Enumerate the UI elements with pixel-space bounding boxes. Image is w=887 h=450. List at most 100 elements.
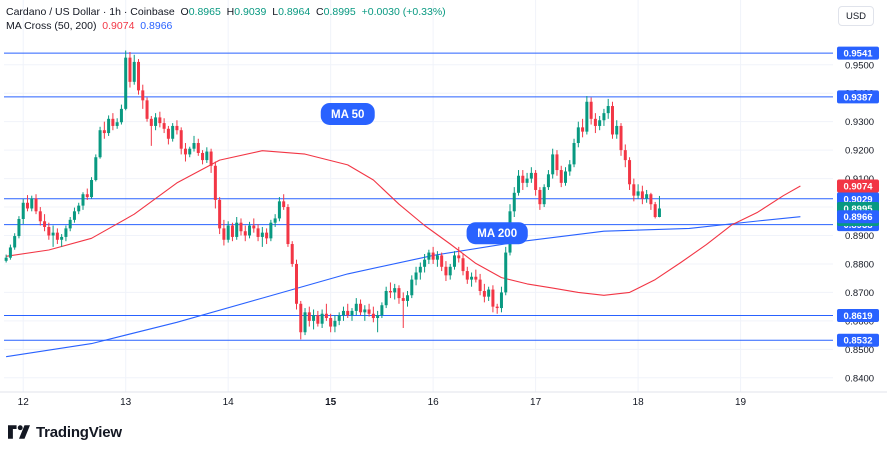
- candle-115: [495, 303, 499, 314]
- candle-body-142: [610, 106, 614, 135]
- time-tick-label-3: 15: [325, 397, 337, 408]
- candle-134: [576, 121, 580, 148]
- low-value: 0.8964: [278, 6, 311, 18]
- candle-49: [213, 161, 217, 209]
- candle-body-105: [452, 255, 456, 267]
- candle-137: [589, 97, 593, 125]
- candle-body-59: [256, 228, 260, 237]
- candle-44: [192, 135, 196, 152]
- candle-body-12: [55, 232, 59, 240]
- ma50-annotation-bg: [320, 102, 375, 125]
- price-axis[interactable]: 0.95000.94000.93000.92000.91000.90000.89…: [835, 0, 887, 392]
- indicator-name[interactable]: MA Cross (50, 200): [6, 20, 97, 32]
- candle-body-41: [179, 130, 183, 149]
- price-badge-2: 0.8966: [843, 212, 872, 223]
- candle-body-76: [329, 318, 333, 327]
- candle-138: [593, 113, 597, 134]
- candle-body-141: [606, 106, 610, 114]
- candle-body-69: [299, 303, 303, 333]
- candle-61: [265, 228, 269, 245]
- candle-39: [171, 123, 175, 142]
- candle-body-98: [423, 259, 427, 267]
- candle-151: [649, 192, 653, 210]
- candle-body-85: [367, 309, 371, 314]
- chart-grid: [4, 0, 833, 392]
- candle-31: [137, 59, 141, 95]
- ma50-value: 0.9074: [102, 20, 135, 32]
- price-tick-label-7: 0.8800: [845, 259, 874, 270]
- price-tick-label-6: 0.8900: [845, 231, 874, 242]
- candle-body-0: [4, 257, 8, 261]
- tradingview-logo-icon: [8, 425, 30, 439]
- candle-body-122: [525, 178, 529, 183]
- candle-body-44: [192, 143, 196, 149]
- candle-body-47: [205, 151, 209, 161]
- time-tick-label-1: 13: [120, 397, 132, 408]
- candle-body-73: [316, 315, 320, 324]
- tradingview-logo-text: TradingView: [36, 423, 122, 441]
- candle-116: [499, 286, 503, 313]
- candle-body-134: [576, 127, 580, 144]
- time-axis[interactable]: 12 13 14 15 16 17 18 19: [0, 391, 887, 408]
- candle-body-3: [17, 218, 21, 237]
- price-tick-label-8: 0.8700: [845, 288, 874, 299]
- candle-body-53: [230, 225, 234, 237]
- candle-74: [320, 309, 324, 328]
- candle-body-77: [333, 320, 337, 327]
- candle-52: [226, 221, 230, 243]
- candle-body-115: [495, 306, 499, 309]
- indicator-header[interactable]: MA Cross (50, 200) 0.9074 0.8966: [6, 20, 172, 32]
- candle-body-74: [320, 313, 324, 324]
- candle-108: [465, 266, 469, 284]
- candle-88: [380, 302, 384, 319]
- time-tick-label-2: 14: [223, 397, 235, 408]
- candle-body-120: [517, 175, 521, 193]
- candle-30: [132, 54, 136, 85]
- candle-20: [90, 177, 94, 199]
- candle-body-100: [431, 252, 435, 260]
- candle-125: [538, 187, 542, 210]
- time-tick-label-5: 17: [530, 397, 542, 408]
- ma200-value: 0.8966: [140, 20, 173, 32]
- price-badge-0: 0.9074: [843, 181, 873, 192]
- candle-84: [363, 305, 367, 321]
- candle-117: [504, 246, 508, 296]
- candle-body-126: [542, 187, 546, 205]
- currency-button[interactable]: USD: [838, 6, 874, 26]
- candle-89: [384, 286, 388, 309]
- candle-143: [615, 120, 619, 139]
- candle-36: [158, 111, 162, 128]
- candle-body-34: [149, 118, 153, 126]
- candle-body-129: [555, 154, 559, 171]
- tradingview-logo[interactable]: TradingView: [8, 422, 122, 442]
- candle-2: [13, 233, 17, 250]
- candle-body-28: [124, 57, 128, 109]
- candle-body-95: [410, 279, 414, 296]
- candle-body-8: [38, 211, 42, 222]
- candle-body-30: [132, 61, 136, 82]
- candle-91: [393, 283, 397, 300]
- candle-body-145: [623, 150, 627, 161]
- candle-78: [337, 312, 341, 326]
- level-badge-2: 0.9029: [843, 194, 872, 205]
- candle-body-150: [645, 194, 649, 199]
- candle-43: [188, 146, 192, 158]
- candle-body-136: [585, 101, 589, 132]
- price-badge-2-bg: [837, 210, 879, 224]
- candle-body-7: [34, 198, 38, 212]
- candle-body-149: [640, 191, 644, 199]
- candle-110: [474, 269, 478, 283]
- candle-86: [371, 306, 375, 323]
- candle-body-45: [196, 143, 200, 153]
- candle-body-5: [25, 202, 29, 209]
- candle-56: [243, 225, 247, 242]
- candle-body-51: [222, 228, 226, 240]
- candle-body-21: [94, 157, 98, 181]
- price-tick-label-2: 0.9300: [845, 117, 874, 128]
- candle-146: [628, 157, 632, 190]
- candle-body-22: [98, 130, 102, 158]
- candle-90: [388, 282, 392, 299]
- candle-29: [128, 51, 132, 88]
- candle-47: [205, 147, 209, 163]
